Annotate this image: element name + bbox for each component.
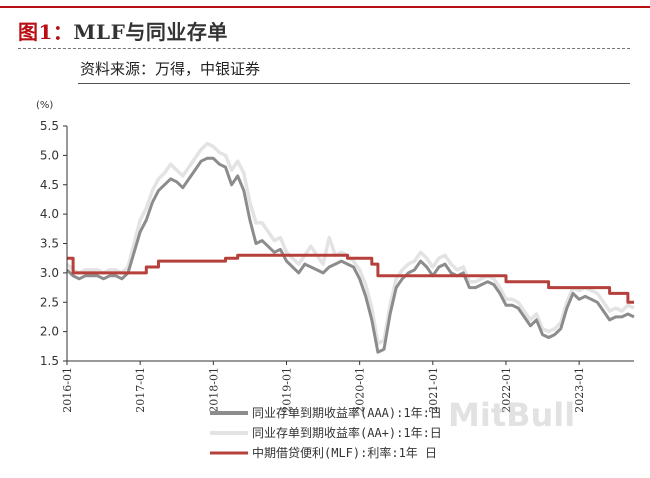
x-tick-label: 2019-01 <box>280 367 293 413</box>
y-tick-label: 5.5 <box>40 119 59 133</box>
figure-label: 图1： <box>18 20 74 44</box>
legend: 同业存单到期收益率(AAA):1年:日同业存单到期收益率(AA+):1年:日中期… <box>210 405 442 460</box>
x-tick-label: 2023-01 <box>573 367 586 413</box>
x-tick-label: 2021-01 <box>427 367 440 413</box>
watermark: MitBull <box>448 396 576 434</box>
y-tick-label: 5.0 <box>40 148 59 162</box>
legend-label-1: 同业存单到期收益率(AA+):1年:日 <box>252 425 442 440</box>
legend-label-0: 同业存单到期收益率(AAA):1年:日 <box>252 405 442 420</box>
x-axis-ticks: 2016-01 2017-01 2018-01 2019-01 2020-01 2021-… <box>61 361 586 413</box>
x-tick-label: 2016-01 <box>61 367 74 413</box>
series-line-1 <box>65 141 635 346</box>
y-tick-label: 2.5 <box>40 295 59 309</box>
x-tick-label: 2022-01 <box>500 367 513 413</box>
source-divider <box>78 83 630 84</box>
series-line-2 <box>67 253 634 304</box>
y-tick-label: 4.0 <box>40 207 59 221</box>
legend-label-2: 中期借贷便利(MLF):利率:1年 日 <box>252 445 437 460</box>
source-note: 资料来源：万得，中银证券 <box>80 60 261 78</box>
y-tick-label: 4.5 <box>40 178 59 192</box>
series-line-0 <box>65 156 635 354</box>
figure-title: 图1：MLF与同业存单 <box>18 16 228 45</box>
x-tick-label: 2017-01 <box>134 367 147 413</box>
y-tick-label: 3.5 <box>40 237 59 251</box>
title-divider <box>18 48 630 49</box>
y-axis-ticks: 5.5 5.0 4.5 4.0 3.5 3.0 2.5 2.0 1.5 <box>40 119 67 368</box>
y-tick-label: 3.0 <box>40 266 59 280</box>
figure-title-text: MLF与同业存单 <box>73 20 228 44</box>
x-tick-label: 2018-01 <box>207 367 220 413</box>
y-unit-label: (%) <box>36 100 53 111</box>
y-tick-label: 1.5 <box>40 354 59 368</box>
y-tick-label: 2.0 <box>40 325 59 339</box>
x-tick-label: 2020-01 <box>354 367 367 413</box>
series-lines <box>65 141 635 354</box>
top-rule <box>0 6 650 8</box>
